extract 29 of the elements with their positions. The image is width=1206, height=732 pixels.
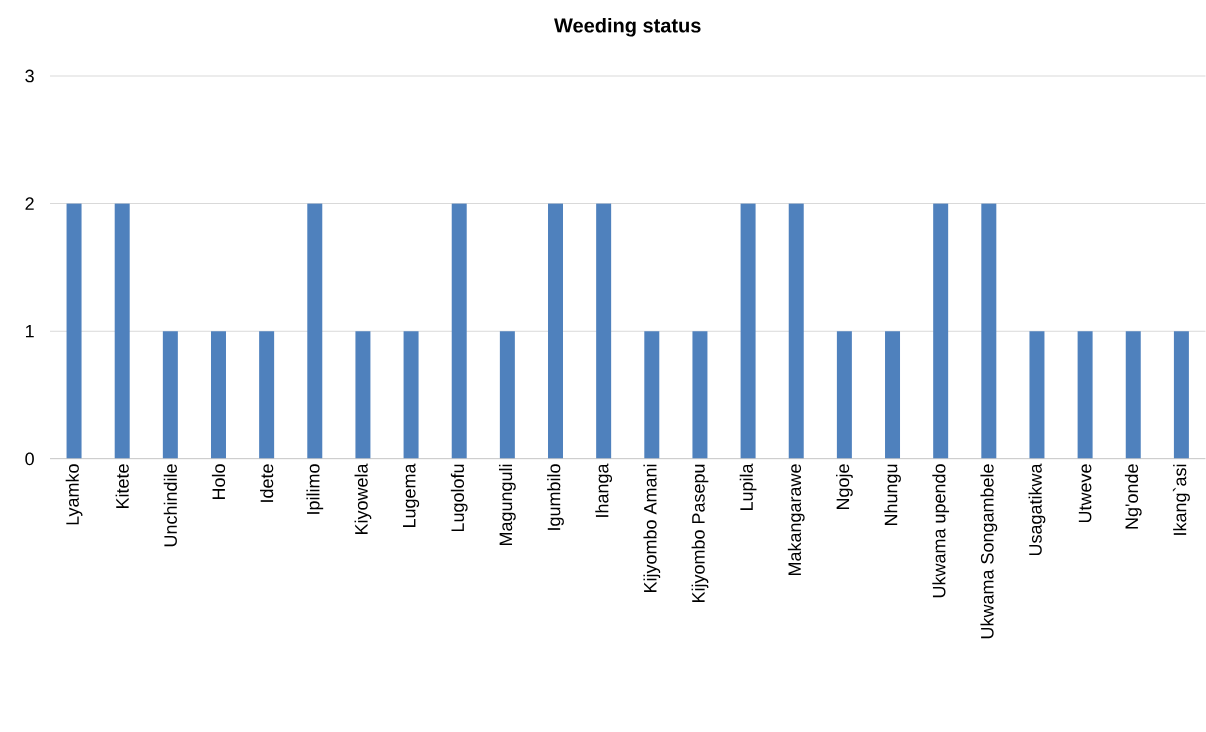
chart-title: Weeding status [554, 18, 701, 37]
x-tick-label: Ukwama upendo [932, 464, 950, 598]
x-tick-label: Lugema [403, 463, 420, 528]
x-tick-label: Ukwama Songambele [980, 464, 998, 639]
x-tick-label: Utweve [1078, 464, 1092, 523]
x-tick-label: Ikang`asi [1172, 464, 1190, 536]
x-tick-label: Kijyombo Amani [643, 464, 661, 593]
x-tick-label: Magunguli [498, 464, 516, 546]
x-tick-label: Idete [260, 464, 274, 503]
x-tick-label: Ngoje [835, 464, 853, 510]
x-tick-label: Usagatikwa [1028, 463, 1046, 556]
x-tick-label: Nhungu [884, 464, 901, 526]
x-tick-label: Ihanga [595, 463, 613, 518]
x-tick-label: Unchindile [163, 464, 177, 547]
x-tick-label: Kitete [115, 464, 129, 509]
x-tick-label: Ng'onde [1124, 464, 1142, 529]
x-tick-label: Lyamko [65, 464, 83, 525]
x-tick-label: Igumbilo [547, 464, 564, 531]
x-tick-label: Lupila [739, 463, 757, 511]
x-tick-label: Holo [211, 464, 226, 500]
x-tick-label: Ipilimo [306, 464, 324, 514]
x-tick-label: Lugolofu [450, 464, 468, 532]
x-tick-label: Makangarawe [787, 464, 805, 576]
y-tick-label: 0 [25, 452, 34, 466]
y-tick-label: 2 [25, 197, 34, 211]
x-tick-label: Kiyowela [354, 463, 372, 535]
y-tick-label: 3 [25, 69, 34, 83]
y-tick-label: 1 [25, 325, 34, 338]
x-tick-label: Kijyombo Pasepu [691, 464, 709, 603]
